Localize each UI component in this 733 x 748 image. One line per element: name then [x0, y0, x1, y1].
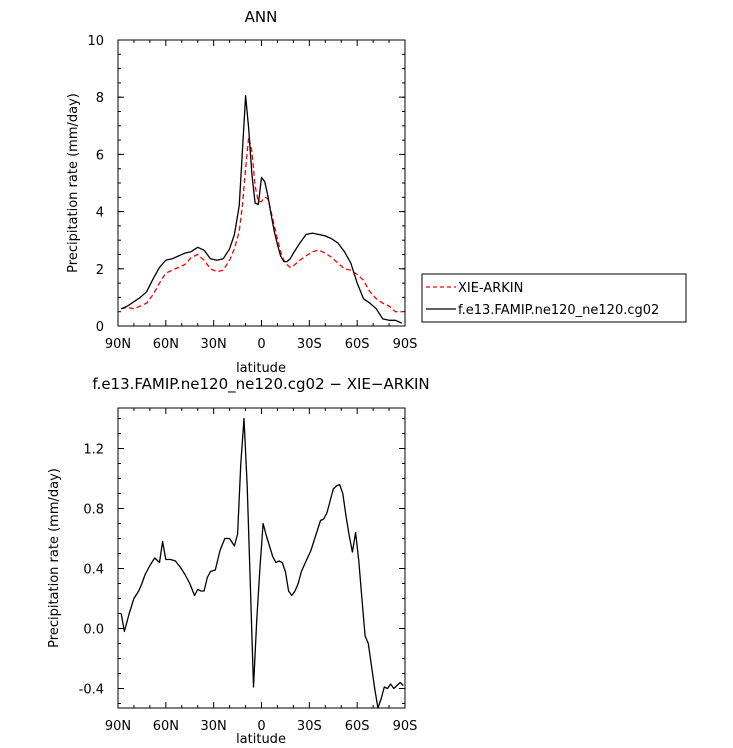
- top-series-line-f-e13-famip-ne120-ne120-cg02: [120, 95, 403, 324]
- bottom-x-tick-label: 0: [257, 719, 265, 734]
- bottom-x-tick-label: 60S: [345, 719, 370, 734]
- bottom-y-tick-label: 0.4: [83, 563, 104, 578]
- bottom-x-tick-label: 90N: [105, 719, 131, 734]
- bottom-axis-ticks: [117, 408, 406, 708]
- top-x-tick-label: 30S: [297, 337, 322, 352]
- top-x-tick-label: 90S: [393, 337, 418, 352]
- bottom-y-axis-label: Precipitation rate (mm/day): [47, 468, 62, 648]
- top-y-tick-label: 2: [96, 263, 104, 278]
- bottom-series-line-difference: [120, 417, 404, 709]
- legend: XIE-ARKIN f.e13.FAMIP.ne120_ne120.cg02: [421, 273, 687, 323]
- legend-label-model: f.e13.FAMIP.ne120_ne120.cg02: [458, 303, 659, 318]
- bottom-x-tick-label: 30N: [201, 719, 227, 734]
- bottom-y-tick-label: 0.0: [83, 623, 104, 638]
- top-x-tick-label: 0: [257, 337, 265, 352]
- top-y-tick-label: 6: [96, 148, 104, 163]
- top-y-tick-label: 10: [87, 34, 104, 49]
- top-series-group: [120, 95, 403, 324]
- bottom-x-tick-label: 30S: [297, 719, 322, 734]
- bottom-y-tick-label: 1.2: [83, 443, 104, 458]
- bottom-y-tick-label: -0.4: [79, 683, 104, 698]
- top-y-axis-label: Precipitation rate (mm/day): [66, 93, 81, 273]
- bottom-x-axis-label: latitude: [236, 732, 286, 747]
- top-series-line-xie-arkin: [121, 136, 402, 313]
- bottom-x-tick-label: 60N: [153, 719, 179, 734]
- top-x-tick-label: 60S: [345, 337, 370, 352]
- bottom-panel: f.e13.FAMIP.ne120_ne120.cg02 − XIE−ARKIN…: [47, 375, 430, 747]
- legend-box: [421, 273, 687, 323]
- top-axis-ticks: [117, 39, 406, 327]
- top-y-tick-label: 4: [96, 206, 104, 221]
- top-x-axis-label: latitude: [236, 361, 286, 376]
- legend-label-xie-arkin: XIE-ARKIN: [458, 281, 523, 296]
- top-x-tick-label: 30N: [201, 337, 227, 352]
- top-x-tick-label: 60N: [153, 337, 179, 352]
- bottom-plot-frame: [117, 407, 406, 709]
- top-x-tick-label: 90N: [105, 337, 131, 352]
- top-y-tick-label: 0: [96, 320, 104, 335]
- bottom-series-group: [120, 417, 404, 709]
- bottom-y-tick-label: 0.8: [83, 503, 104, 518]
- bottom-x-tick-label: 90S: [393, 719, 418, 734]
- bottom-chart-title: f.e13.FAMIP.ne120_ne120.cg02 − XIE−ARKIN: [92, 375, 429, 394]
- top-chart-title: ANN: [245, 8, 278, 26]
- top-plot-frame: [117, 39, 406, 327]
- top-panel: ANN 0 2 4 6 8 10 90N 60N 30N 0 30S 60S 9…: [66, 8, 687, 376]
- top-y-tick-label: 8: [96, 91, 104, 106]
